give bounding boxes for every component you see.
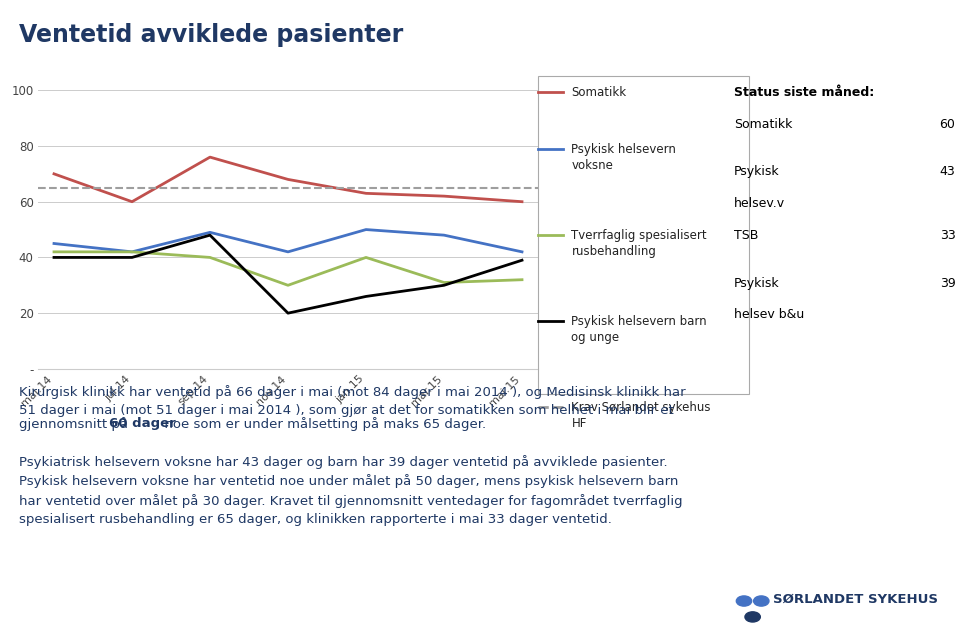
Text: Kirurgisk klinikk har ventetid på 66 dager i mai (mot 84 dager i mai 2014 ), og : Kirurgisk klinikk har ventetid på 66 dag… <box>19 385 685 417</box>
Text: Psykisk: Psykisk <box>734 165 780 178</box>
Text: Psykiatrisk helsevern voksne har 43 dager og barn har 39 dager ventetid på avvik: Psykiatrisk helsevern voksne har 43 dage… <box>19 455 683 525</box>
Text: Tverrfaglig spesialisert
rusbehandling: Tverrfaglig spesialisert rusbehandling <box>571 229 707 258</box>
Text: helsev.v: helsev.v <box>734 197 785 210</box>
Text: Ventetid avviklede pasienter: Ventetid avviklede pasienter <box>19 23 403 47</box>
Text: Psykisk helsevern
voksne: Psykisk helsevern voksne <box>571 143 676 172</box>
Text: gjennomsnitt på: gjennomsnitt på <box>19 417 132 431</box>
Text: , noe som er under målsetting på maks 65 dager.: , noe som er under målsetting på maks 65… <box>156 417 486 431</box>
Text: Somatikk: Somatikk <box>571 86 627 99</box>
Text: 39: 39 <box>940 277 955 289</box>
Text: Psykisk: Psykisk <box>734 277 780 289</box>
Text: 43: 43 <box>940 165 955 178</box>
Text: helsev b&u: helsev b&u <box>734 308 804 321</box>
Text: 60 dager: 60 dager <box>109 417 177 429</box>
Text: Psykisk helsevern barn
og unge: Psykisk helsevern barn og unge <box>571 315 707 344</box>
Text: Somatikk: Somatikk <box>734 118 793 130</box>
Text: TSB: TSB <box>734 229 758 242</box>
Text: Status siste måned:: Status siste måned: <box>734 86 875 99</box>
Text: 60: 60 <box>940 118 955 130</box>
Text: 33: 33 <box>940 229 955 242</box>
Text: Krav Sørlandet sykehus
HF: Krav Sørlandet sykehus HF <box>571 401 711 430</box>
Text: SØRLANDET SYKEHUS: SØRLANDET SYKEHUS <box>773 593 938 605</box>
